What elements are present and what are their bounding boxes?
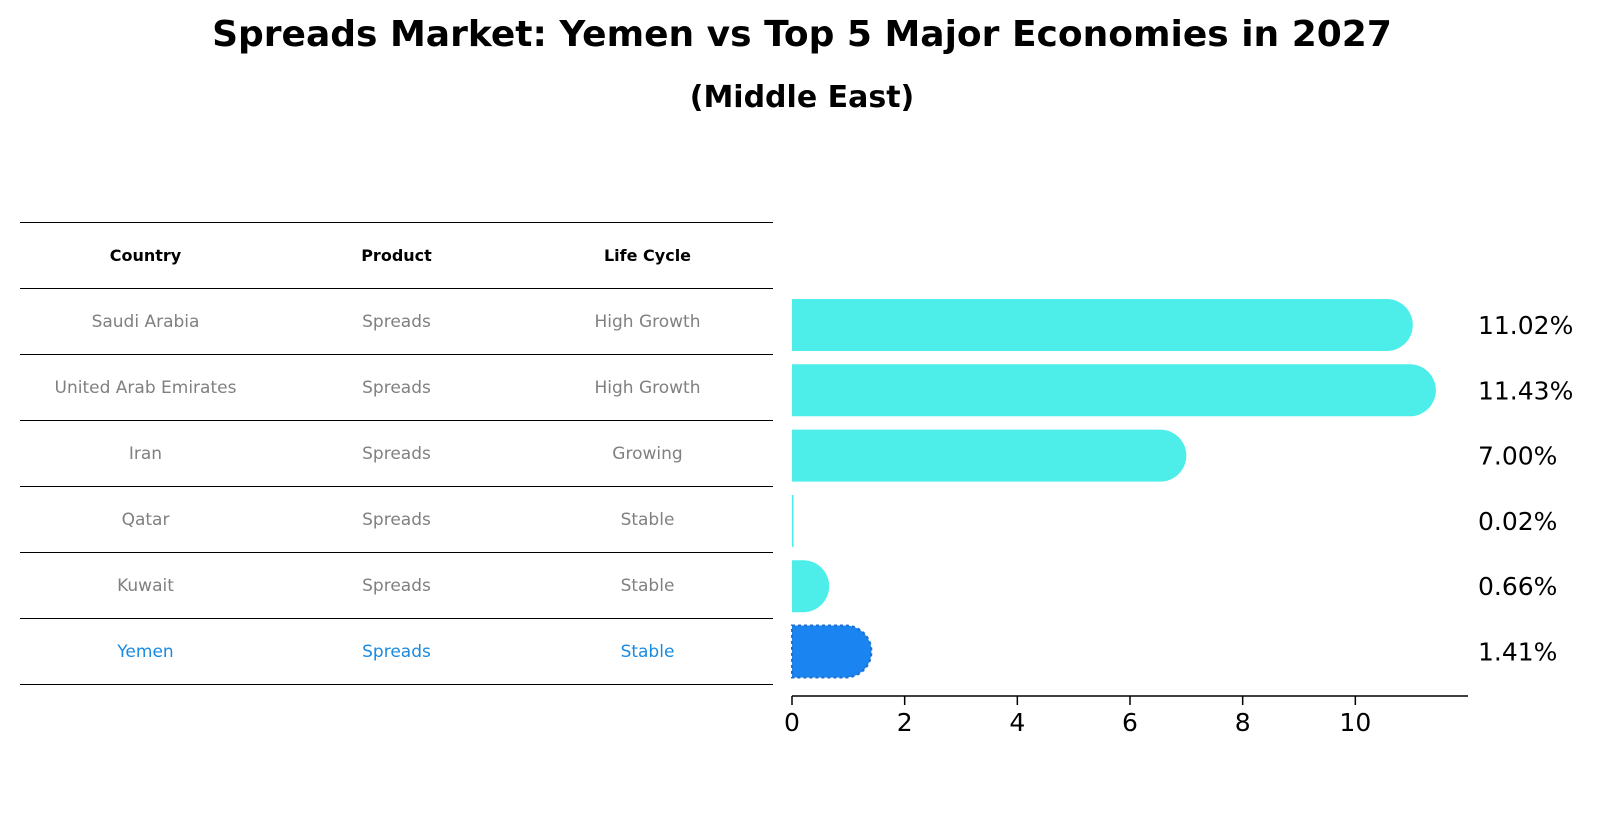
table-row-highlight: Yemen Spreads Stable [20,618,773,685]
bar-value-label: 0.02% [1478,507,1557,536]
chart-title: Spreads Market: Yemen vs Top 5 Major Eco… [212,14,1392,55]
bar-value-label: 1.41% [1478,638,1557,667]
x-tick-label: 0 [784,708,800,737]
cell-country: Kuwait [20,552,271,619]
x-tick-label: 2 [897,708,913,737]
cell-country: Qatar [20,486,271,553]
cell-country: Iran [20,420,271,487]
cell-life-cycle: Stable [522,552,773,619]
country-table: Country Product Life Cycle Saudi Arabia … [20,222,773,685]
table-header-row: Country Product Life Cycle [20,222,773,289]
bar-highlight [791,624,873,679]
cell-product: Spreads [271,288,522,355]
cell-country: United Arab Emirates [20,354,271,421]
bar [792,494,794,547]
table-row: United Arab Emirates Spreads High Growth [20,354,773,421]
cell-life-cycle: High Growth [522,288,773,355]
cell-country: Saudi Arabia [20,288,271,355]
cell-life-cycle: Stable [522,618,773,685]
table-row: Qatar Spreads Stable [20,486,773,553]
table-row: Saudi Arabia Spreads High Growth [20,288,773,355]
cell-life-cycle: Stable [522,486,773,553]
bar [792,429,1187,482]
cell-product: Spreads [271,420,522,487]
cell-country: Yemen [20,618,271,685]
cell-product: Spreads [271,618,522,685]
bar [792,299,1413,351]
header-life-cycle: Life Cycle [522,222,773,289]
cell-life-cycle: Growing [522,420,773,487]
x-tick-label: 6 [1122,708,1138,737]
table-row: Kuwait Spreads Stable [20,552,773,619]
x-tick-label: 4 [1009,708,1025,737]
bar [792,364,1436,417]
header-product: Product [271,222,522,289]
bar-value-label: 11.02% [1478,311,1573,340]
header-country: Country [20,222,271,289]
bar-value-label: 0.66% [1478,572,1557,601]
cell-product: Spreads [271,354,522,421]
cell-life-cycle: High Growth [522,354,773,421]
chart-subtitle: (Middle East) [689,80,915,115]
x-tick-label: 8 [1235,708,1251,737]
cell-product: Spreads [271,552,522,619]
bar-value-label: 7.00% [1478,442,1557,471]
cell-product: Spreads [271,486,522,553]
table-row: Iran Spreads Growing [20,420,773,487]
bar [792,560,830,613]
bar-value-label: 11.43% [1478,376,1573,405]
x-tick-label: 10 [1339,708,1371,737]
